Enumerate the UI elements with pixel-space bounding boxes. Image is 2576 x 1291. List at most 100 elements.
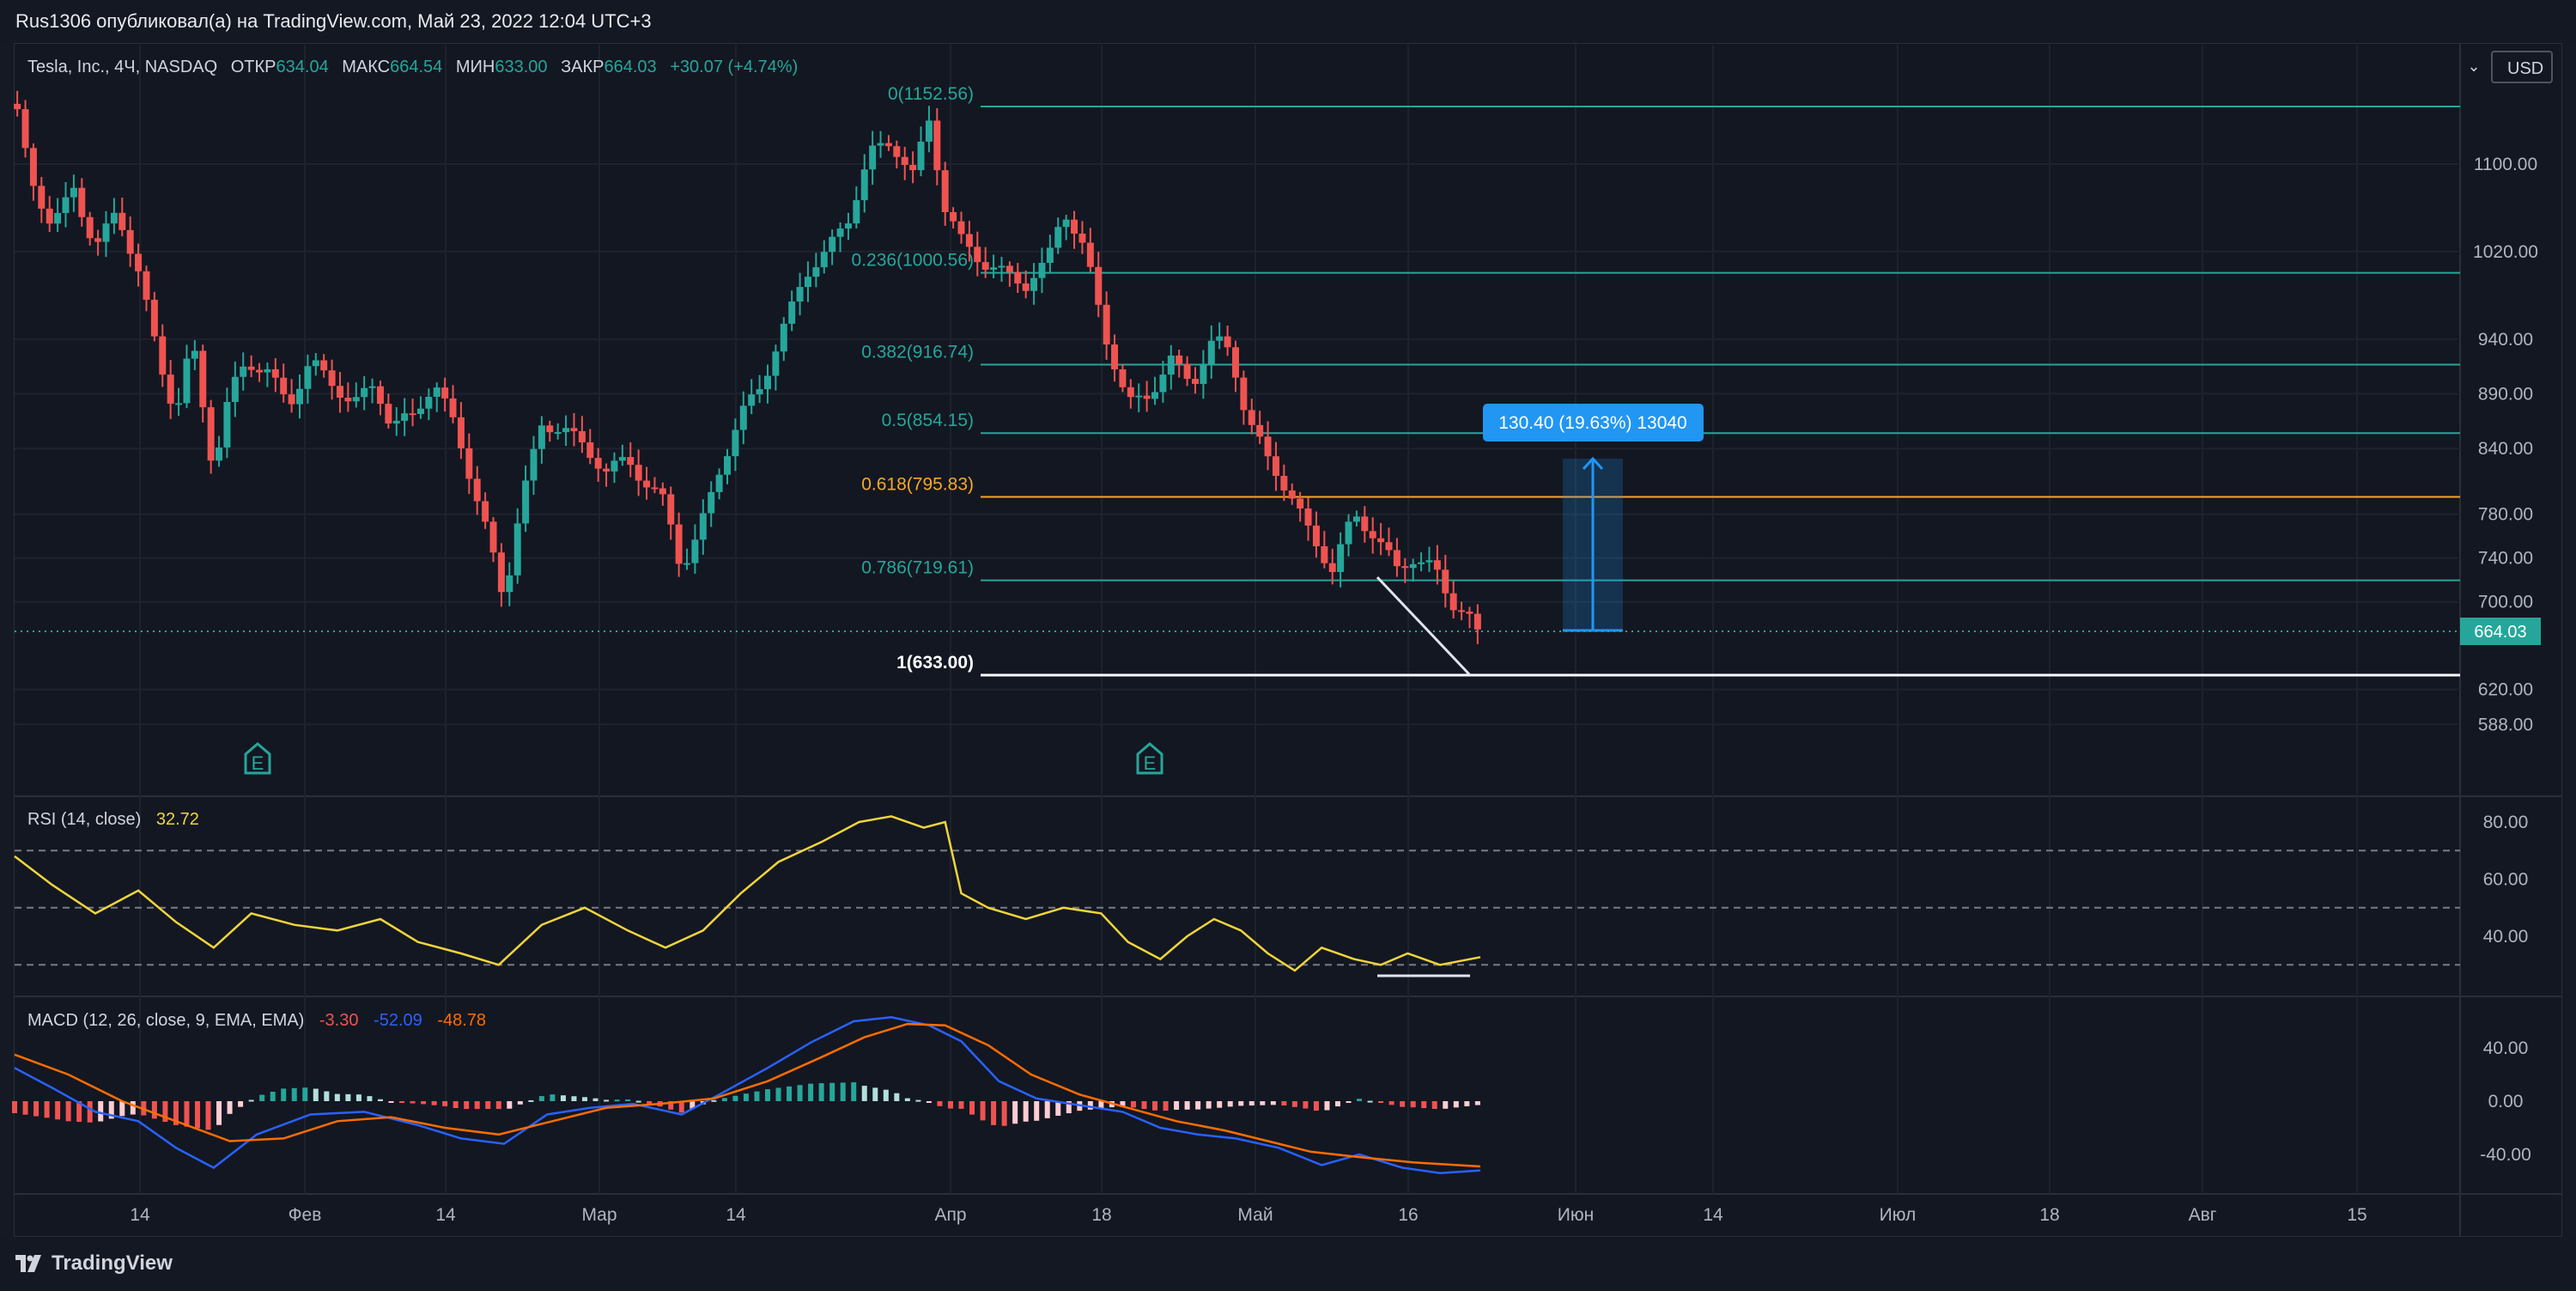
tradingview-logo[interactable]: TradingView	[15, 1251, 173, 1276]
candle-body	[1288, 490, 1296, 499]
macd-histogram-bar	[1163, 1101, 1169, 1111]
chart-frame[interactable]	[14, 43, 2562, 1237]
macd-histogram-bar	[1120, 1101, 1126, 1106]
macd-histogram-bar	[1130, 1101, 1136, 1108]
macd-histogram-bar	[915, 1099, 921, 1102]
fibonacci-retracement[interactable]: 0(1152.56) 0.236(1000.56) 0.382(916.74) 0.5…	[852, 84, 2460, 677]
candle-body	[844, 223, 852, 229]
candle-body	[1207, 340, 1215, 365]
macd-signal-line	[14, 1022, 1481, 1168]
fib-level-label: 0(1152.56)	[888, 84, 974, 104]
macd-histogram-bar	[851, 1082, 857, 1101]
macd-histogram-bar	[818, 1083, 824, 1101]
candle-body	[1369, 531, 1376, 539]
candle-body	[772, 351, 780, 376]
price-range-measure[interactable]: 130.40 (19.63%) 13040	[1483, 404, 1704, 632]
macd-histogram-bar	[281, 1088, 287, 1101]
time-tick-label: Авг	[2189, 1205, 2217, 1225]
candle-body	[691, 539, 699, 563]
candle-body	[240, 366, 247, 377]
macd-histogram-bar	[958, 1101, 964, 1109]
last-price-badge: 664.03	[2460, 618, 2541, 645]
macd-histogram-bar	[421, 1101, 427, 1105]
macd-histogram-bar	[1034, 1101, 1040, 1121]
symbol-legend[interactable]: Tesla, Inc., 4Ч, NASDAQ ОТКР634.04 МАКС6…	[27, 58, 798, 76]
candle-body	[1466, 612, 1473, 614]
time-axis[interactable]: 14 Фев 14 Мар 14 Апр 18 Май 16 Июн 14 Июл 18 Авг 15	[130, 1205, 2366, 1225]
candle-body	[21, 109, 29, 149]
macd-histogram-bar	[238, 1101, 244, 1107]
macd-histogram-bar	[1431, 1101, 1437, 1110]
macd-histogram-bar	[87, 1101, 93, 1123]
candle-body	[820, 252, 828, 268]
candle-body	[482, 501, 489, 522]
macd-histogram-bar	[431, 1101, 437, 1105]
footer-bar	[0, 1237, 2576, 1291]
candle-body	[667, 494, 675, 525]
candle-body	[708, 491, 715, 514]
macd-histogram-bar	[690, 1101, 696, 1109]
candle-body	[1216, 336, 1224, 341]
publisher-bar: Rus1306 опубликовал(а) на TradingView.co…	[0, 0, 2576, 43]
candle-body	[715, 474, 723, 492]
candle-body	[1345, 521, 1352, 545]
macd-histogram-bar	[604, 1099, 610, 1102]
currency-label: USD	[2507, 59, 2543, 78]
candle-body	[1272, 456, 1279, 477]
macd-histogram-bar	[1464, 1101, 1470, 1106]
fib-level-label: 0.786(719.61)	[861, 558, 974, 578]
earnings-marker-2[interactable]: E	[1136, 742, 1163, 775]
time-tick-label: Июн	[1558, 1205, 1594, 1225]
currency-selector[interactable]: USD ⌄	[2467, 51, 2553, 83]
candle-body	[1046, 247, 1054, 263]
candle-body	[901, 156, 908, 166]
candle-body	[965, 234, 973, 247]
candle-body	[1409, 563, 1417, 569]
macd-histogram-bar	[453, 1101, 459, 1109]
grid	[15, 45, 2460, 1194]
candle-body	[264, 368, 271, 373]
candle-body	[675, 524, 683, 564]
candle-body	[231, 376, 239, 402]
price-tick-label: 1100.00	[2474, 155, 2537, 174]
macd-histogram-bar	[614, 1099, 620, 1102]
price-axis[interactable]: 1100.00 1020.00 940.00 890.00 840.00 780.00 74…	[2473, 155, 2538, 734]
candle-body	[812, 267, 820, 277]
candle-body	[546, 425, 554, 433]
candle-body	[1176, 355, 1183, 364]
macd-legend[interactable]: MACD (12, 26, close, 9, EMA, EMA) -3.30 …	[27, 1011, 486, 1030]
candle-body	[998, 265, 1005, 268]
candle-body	[376, 386, 384, 405]
macd-histogram	[12, 1082, 1480, 1130]
candle-body	[1442, 569, 1449, 594]
macd-histogram-bar	[711, 1099, 717, 1102]
candle-body	[86, 216, 94, 239]
macd-histogram-bar	[550, 1094, 556, 1101]
candle-body	[416, 408, 424, 414]
candle-body	[1393, 550, 1400, 567]
fib-level-label: 0.236(1000.56)	[852, 251, 974, 271]
candle-body	[54, 212, 62, 224]
trendline-drawing[interactable]	[1376, 575, 1472, 677]
candle-body	[1127, 387, 1134, 398]
macd-histogram-bar	[1400, 1101, 1406, 1107]
macd-histogram-bar	[151, 1101, 157, 1119]
candle-body	[135, 253, 143, 271]
macd-histogram-bar	[1346, 1101, 1352, 1103]
rsi-legend[interactable]: RSI (14, close) 32.72	[27, 810, 199, 829]
candle-body	[368, 386, 376, 388]
candle-body	[296, 388, 304, 405]
measure-label-bg	[1483, 404, 1704, 441]
macd-histogram-bar	[808, 1083, 814, 1101]
tradingview-logo-icon	[15, 1255, 41, 1272]
macd-histogram-bar	[528, 1099, 534, 1102]
macd-histogram-bar	[1055, 1101, 1061, 1116]
earnings-marker-1[interactable]: E	[244, 742, 271, 775]
macd-histogram-bar	[1421, 1101, 1427, 1109]
macd-axis: 40.00 0.00 -40.00	[2480, 1038, 2531, 1165]
macd-histogram-bar	[184, 1101, 190, 1127]
macd-histogram-bar	[1023, 1101, 1029, 1122]
candle-body	[1377, 538, 1385, 543]
candle-body	[506, 575, 513, 593]
